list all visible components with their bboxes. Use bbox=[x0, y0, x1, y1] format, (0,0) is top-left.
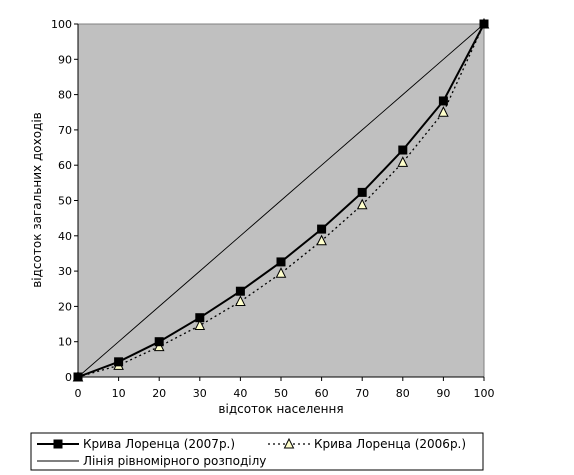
y-axis-title: відсоток загальних доходів bbox=[30, 112, 44, 288]
x-tick-label: 50 bbox=[274, 387, 288, 400]
legend-item: Крива Лоренца (2006р.) bbox=[268, 437, 466, 451]
legend-box bbox=[30, 432, 484, 471]
y-tick-label: 10 bbox=[58, 336, 72, 349]
x-tick-label: 60 bbox=[315, 387, 329, 400]
y-tick-label: 0 bbox=[65, 371, 72, 384]
point-marker bbox=[357, 187, 367, 197]
y-tick-label: 100 bbox=[51, 18, 72, 31]
x-tick-label: 0 bbox=[75, 387, 82, 400]
x-tick-label: 80 bbox=[396, 387, 410, 400]
x-tick-label: 90 bbox=[436, 387, 450, 400]
y-tick-label: 60 bbox=[58, 159, 72, 172]
point-marker bbox=[479, 19, 489, 29]
y-tick-label: 90 bbox=[58, 53, 72, 66]
point-marker bbox=[235, 286, 245, 296]
point-marker bbox=[194, 319, 206, 330]
legend-item: Лінія рівномірного розподілу bbox=[37, 454, 266, 468]
y-tick-label: 40 bbox=[58, 230, 72, 243]
x-tick-label: 10 bbox=[112, 387, 126, 400]
point-marker bbox=[276, 257, 286, 267]
legend-marker bbox=[53, 439, 63, 449]
point-marker bbox=[235, 295, 246, 306]
series-2 bbox=[77, 23, 485, 378]
series-layer bbox=[72, 17, 490, 382]
point-marker bbox=[438, 96, 448, 106]
legend-label: Крива Лоренца (2006р.) bbox=[314, 437, 466, 451]
point-marker bbox=[275, 267, 287, 278]
point-marker bbox=[316, 234, 327, 246]
legend-label: Лінія рівномірного розподілу bbox=[83, 454, 266, 468]
series-line bbox=[77, 23, 485, 378]
x-axis-title: відсоток населення bbox=[218, 402, 343, 416]
x-tick-label: 70 bbox=[355, 387, 369, 400]
x-axis-ticks: 0 10 20 30 40 50 60 70 80 90 100 bbox=[75, 376, 495, 400]
point-marker bbox=[397, 156, 409, 167]
y-tick-label: 50 bbox=[58, 195, 72, 208]
y-tick-label: 30 bbox=[58, 265, 72, 278]
legend-label: Крива Лоренца (2007р.) bbox=[83, 437, 235, 451]
point-marker bbox=[73, 372, 83, 382]
point-marker bbox=[154, 337, 164, 347]
x-tick-label: 20 bbox=[152, 387, 166, 400]
y-tick-label: 70 bbox=[58, 124, 72, 137]
legend: Крива Лоренца (2007р.) Крива Лоренца (200… bbox=[30, 432, 484, 471]
point-marker bbox=[398, 145, 408, 155]
series-line bbox=[77, 23, 485, 378]
x-tick-label: 100 bbox=[474, 387, 495, 400]
series-0 bbox=[73, 19, 489, 382]
point-marker bbox=[438, 106, 449, 117]
legend-marker bbox=[283, 437, 295, 449]
y-tick-label: 80 bbox=[58, 89, 72, 102]
point-marker bbox=[356, 198, 368, 210]
point-marker bbox=[195, 313, 205, 323]
x-tick-label: 30 bbox=[193, 387, 207, 400]
legend-item: Крива Лоренца (2007р.) bbox=[37, 437, 235, 451]
point-marker bbox=[114, 357, 124, 367]
point-marker bbox=[317, 224, 327, 234]
x-tick-label: 40 bbox=[233, 387, 247, 400]
y-tick-label: 20 bbox=[58, 300, 72, 313]
y-axis-ticks: 0 10 20 30 40 50 60 70 80 90 100 bbox=[51, 18, 79, 384]
